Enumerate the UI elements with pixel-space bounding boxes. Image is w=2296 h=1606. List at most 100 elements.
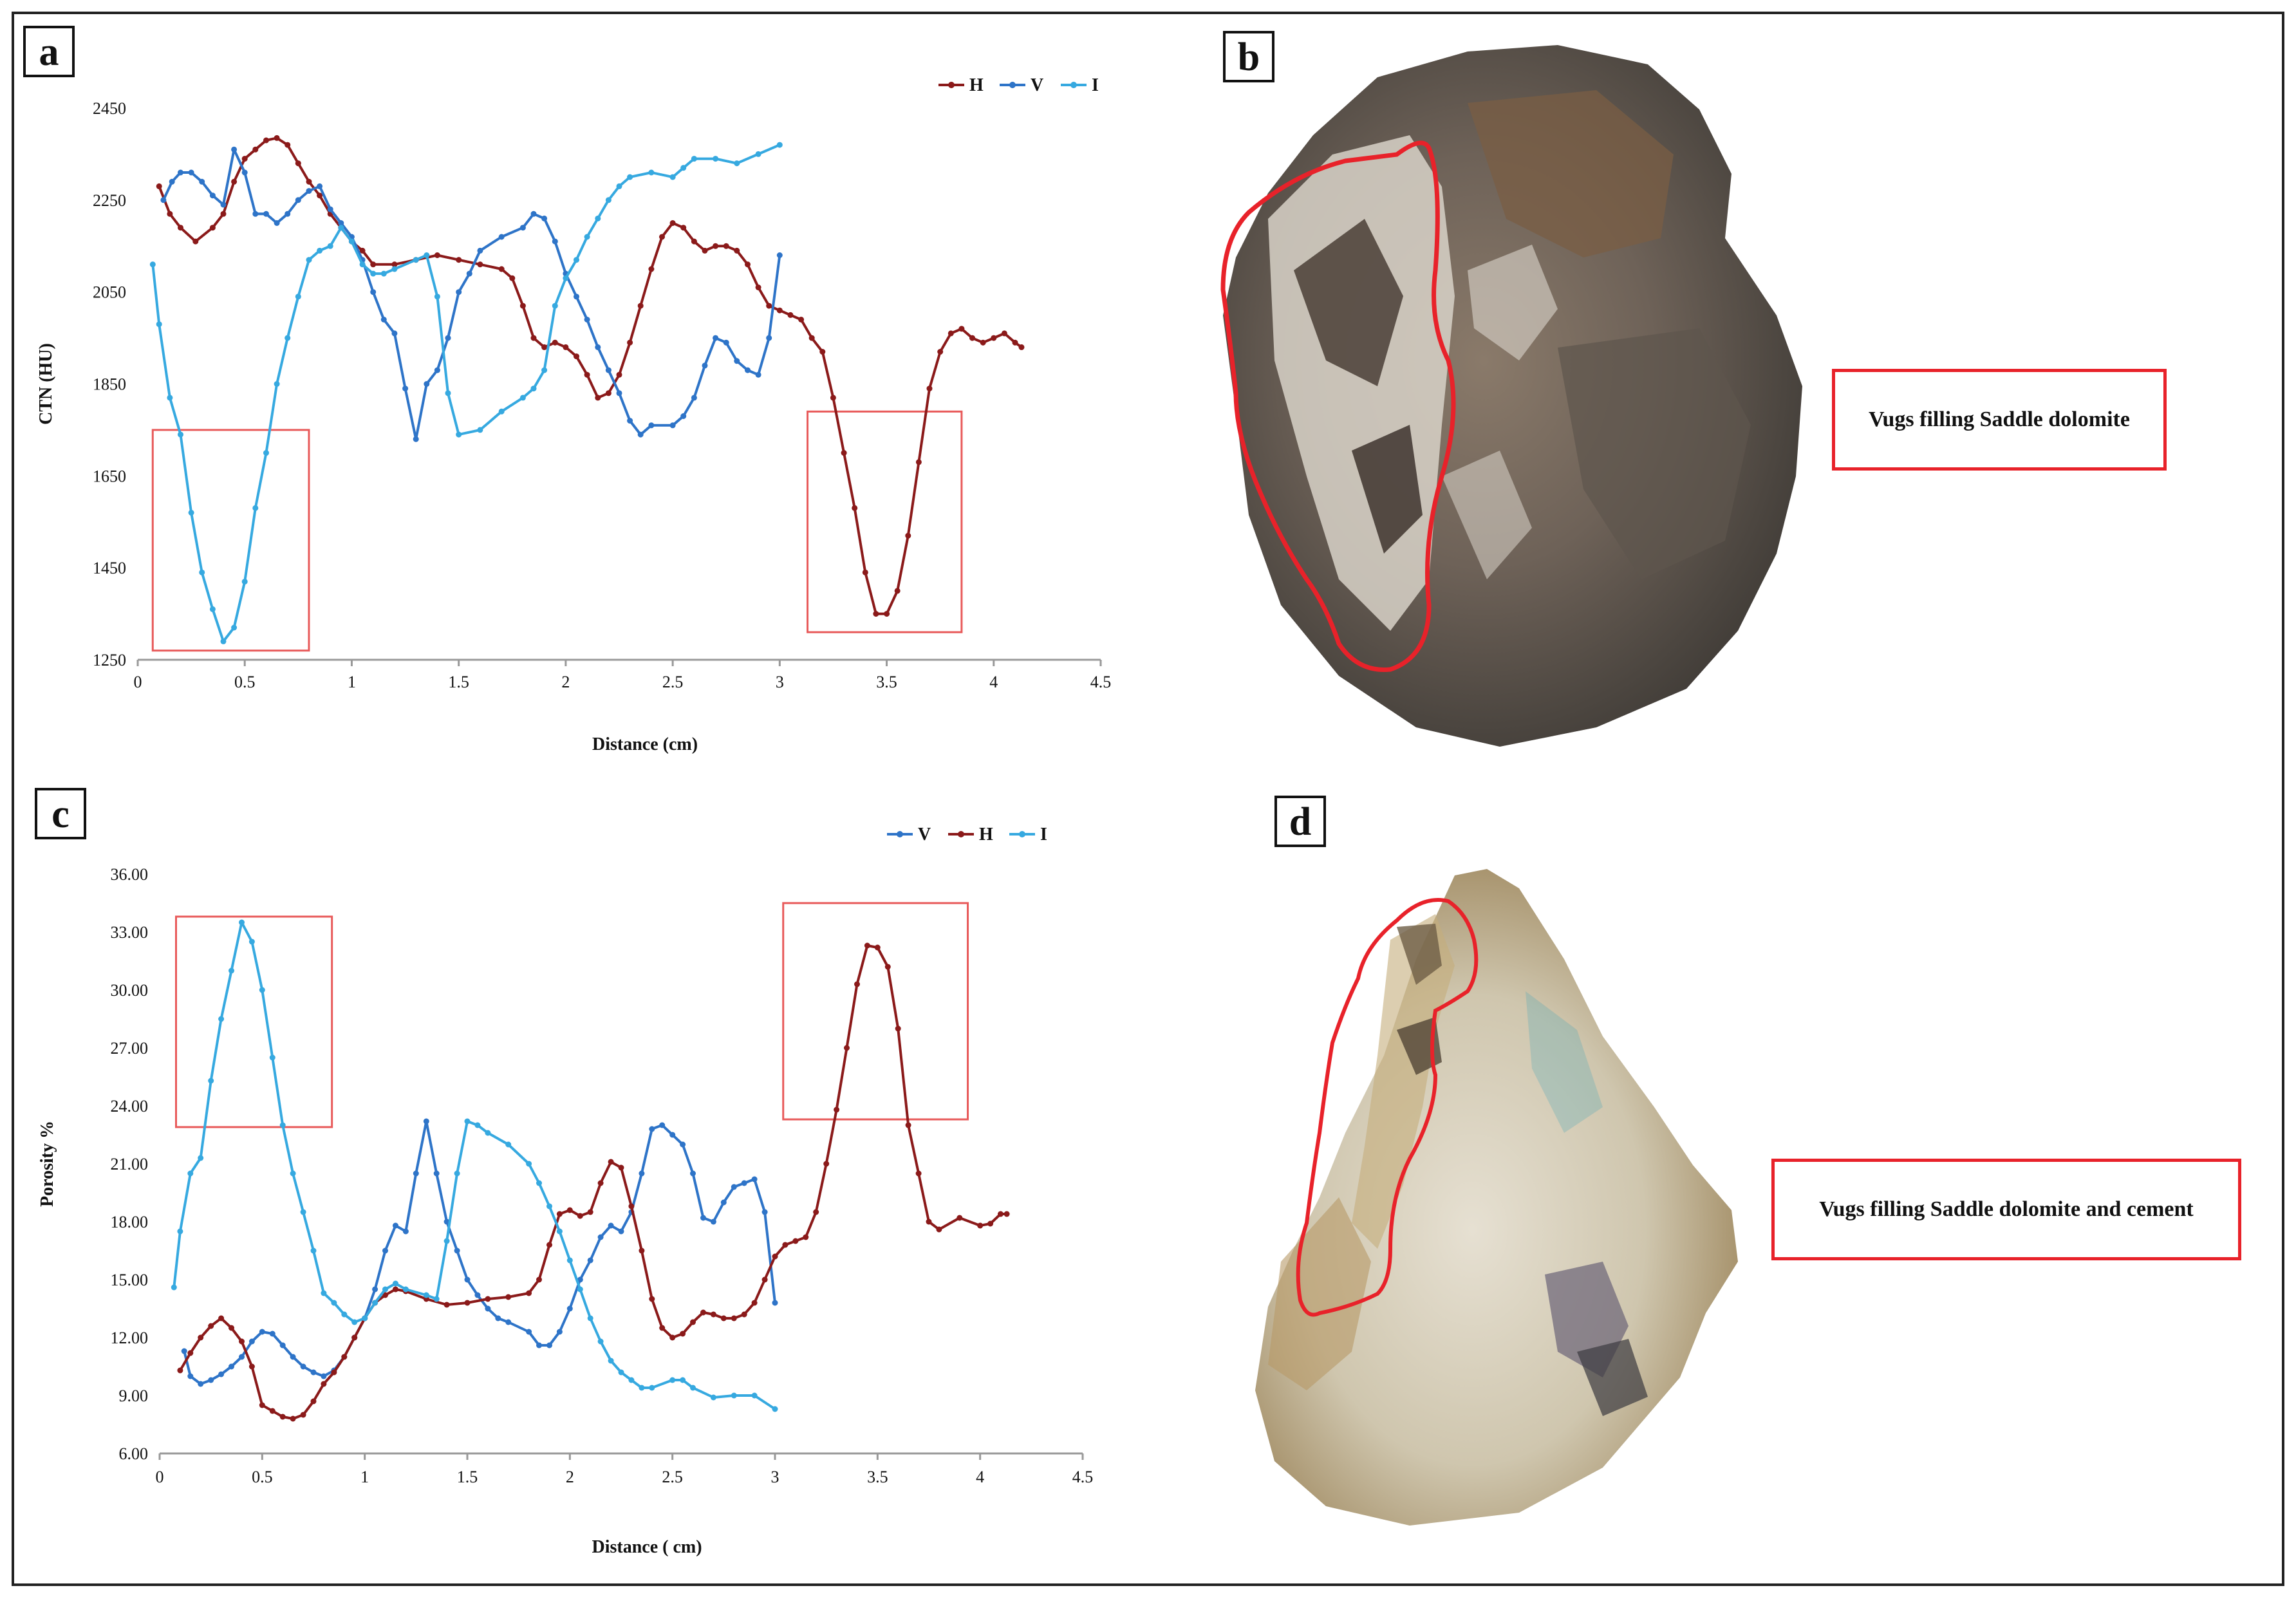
data-point-i: [691, 156, 697, 162]
data-point-v: [648, 422, 655, 429]
data-point-h: [574, 353, 579, 360]
data-point-h: [649, 1296, 655, 1302]
y-tick-label: 33.00: [111, 923, 149, 942]
data-point-h: [648, 266, 655, 272]
data-point-i: [597, 1338, 604, 1345]
x-tick-label: 0: [156, 1468, 164, 1486]
data-point-i: [456, 431, 462, 438]
data-point-v: [702, 362, 708, 369]
data-point-i: [648, 169, 655, 176]
data-point-h: [792, 1238, 799, 1244]
data-point-i: [526, 1161, 532, 1167]
data-point-v: [574, 294, 579, 300]
data-point-i: [338, 225, 344, 231]
data-point-h: [269, 1408, 275, 1414]
data-point-v: [295, 197, 301, 203]
x-tick-label: 2: [566, 1468, 574, 1486]
x-tick-label: 1: [360, 1468, 369, 1486]
data-point-v: [639, 1170, 645, 1177]
data-point-i: [380, 270, 387, 277]
data-point-i: [443, 1238, 450, 1244]
legend-marker-i: [1070, 82, 1077, 88]
data-point-v: [456, 289, 462, 295]
data-point-h: [776, 307, 783, 313]
data-point-h: [519, 303, 526, 309]
data-point-i: [248, 938, 255, 945]
data-point-h: [616, 371, 622, 378]
data-point-v: [477, 247, 483, 254]
data-point-v: [263, 210, 269, 217]
data-point-h: [741, 1311, 747, 1318]
data-point-h: [577, 1213, 583, 1219]
data-point-v: [317, 183, 323, 189]
data-point-i: [755, 151, 761, 157]
legend-label-i: I: [1092, 75, 1099, 95]
data-point-h: [597, 1180, 604, 1186]
data-point-v: [498, 234, 505, 240]
data-point-i: [317, 247, 323, 254]
data-point-i: [188, 510, 194, 516]
data-point-v: [290, 1354, 296, 1360]
data-point-v: [464, 1276, 471, 1283]
data-point-i: [187, 1170, 194, 1177]
data-point-i: [541, 367, 548, 373]
data-point-h: [218, 1315, 225, 1321]
data-point-h: [751, 1300, 758, 1306]
data-point-i: [300, 1209, 306, 1215]
data-point-v: [669, 1132, 676, 1138]
data-point-i: [627, 174, 633, 180]
legend-label-v: V: [918, 825, 931, 845]
data-point-v: [239, 1354, 245, 1360]
data-point-h: [926, 1219, 932, 1225]
data-point-v: [761, 1209, 768, 1215]
data-point-i: [519, 395, 526, 401]
data-point-h: [310, 1398, 317, 1405]
data-point-h: [745, 261, 751, 268]
data-point-v: [188, 169, 194, 176]
legend-label-h: H: [979, 825, 993, 845]
y-tick-label: 18.00: [111, 1213, 149, 1231]
data-point-i: [574, 257, 579, 263]
data-point-i: [370, 270, 377, 277]
x-tick-label: 4: [989, 673, 998, 691]
x-tick-label: 3.5: [867, 1468, 888, 1486]
data-point-h: [464, 1300, 471, 1306]
data-point-h: [798, 317, 805, 322]
data-point-i: [587, 1315, 593, 1321]
data-point-h: [241, 156, 248, 162]
data-point-h: [991, 335, 997, 341]
data-point-i: [156, 321, 162, 328]
data-point-h: [485, 1296, 491, 1302]
y-tick-label: 1650: [93, 467, 126, 485]
data-point-i: [595, 215, 601, 221]
data-point-h: [563, 344, 569, 350]
data-point-i: [171, 1284, 177, 1291]
rock-photo-b: [1220, 45, 1802, 747]
data-point-i: [167, 395, 173, 401]
data-point-v: [423, 1118, 429, 1125]
data-point-h: [382, 1292, 388, 1298]
data-point-v: [495, 1315, 501, 1321]
data-point-h: [830, 395, 836, 401]
data-point-i: [608, 1358, 614, 1364]
data-point-h: [669, 1334, 676, 1341]
data-point-h: [477, 261, 483, 268]
data-point-v: [595, 344, 601, 350]
data-point-v: [776, 252, 783, 258]
data-point-i: [536, 1180, 542, 1186]
y-tick-label: 1850: [93, 375, 126, 394]
x-tick-label: 2.5: [662, 1468, 683, 1486]
data-point-h: [177, 1367, 183, 1374]
data-point-v: [181, 1348, 187, 1354]
data-point-h: [456, 257, 462, 263]
data-point-h: [321, 1381, 327, 1387]
legend-label-i: I: [1040, 825, 1047, 845]
data-point-h: [505, 1294, 512, 1300]
data-point-h: [628, 1203, 635, 1209]
data-point-i: [348, 238, 355, 245]
data-point-v: [485, 1305, 491, 1312]
data-point-i: [639, 1385, 645, 1391]
data-point-h: [710, 1311, 716, 1318]
data-point-h: [552, 339, 558, 346]
